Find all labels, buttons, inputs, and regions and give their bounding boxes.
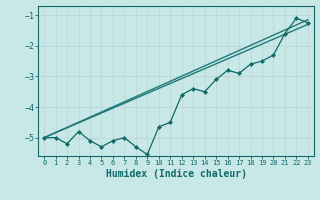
X-axis label: Humidex (Indice chaleur): Humidex (Indice chaleur) <box>106 169 246 179</box>
